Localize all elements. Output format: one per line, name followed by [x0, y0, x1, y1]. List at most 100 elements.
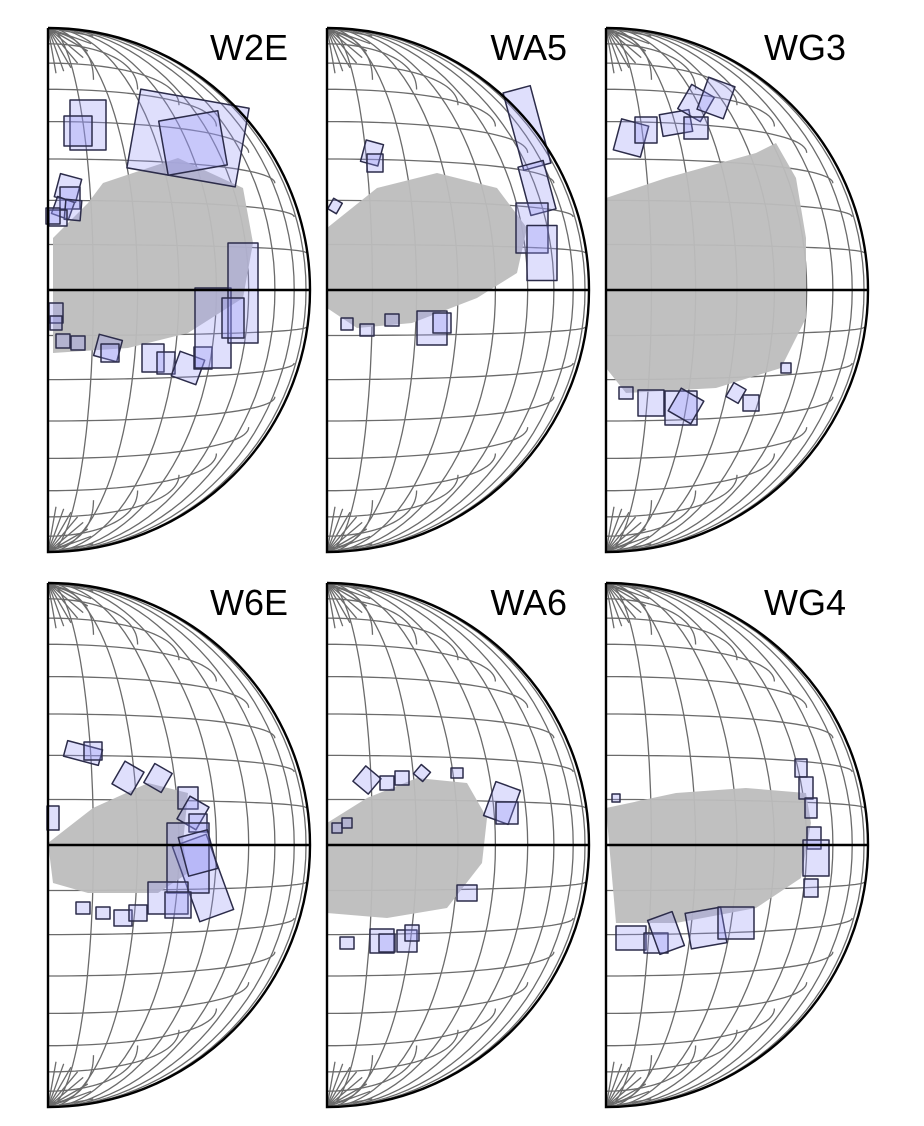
parallel-line — [605, 598, 697, 645]
data-box — [75, 901, 91, 915]
pole-ray — [605, 582, 642, 614]
parallel-line — [47, 1029, 180, 1073]
pole-ray — [326, 582, 363, 614]
data-box — [742, 394, 760, 412]
data-box — [366, 153, 384, 173]
pole-ray — [326, 582, 336, 629]
parallel-line — [606, 453, 776, 492]
pole-ray — [47, 27, 84, 59]
pole-ray — [47, 543, 94, 553]
parallel-line — [327, 643, 497, 682]
data-box — [803, 878, 819, 898]
data-box — [450, 767, 464, 779]
data-box — [612, 118, 650, 158]
parallel-line — [606, 88, 776, 127]
pole-ray — [47, 511, 72, 553]
data-box — [70, 335, 86, 351]
pole-ray — [326, 535, 371, 553]
data-box — [62, 739, 104, 767]
content-w6e — [46, 739, 235, 927]
pole-ray — [605, 27, 642, 59]
distribution-region — [606, 788, 811, 923]
pole-ray — [47, 27, 89, 52]
pole-ray — [326, 27, 371, 45]
parallel-line — [606, 982, 808, 1015]
pole-ray — [47, 582, 72, 624]
pole-ray — [47, 508, 65, 553]
data-box — [227, 242, 259, 344]
parallel-line — [327, 396, 555, 422]
parallel-line — [48, 754, 295, 773]
pole-ray — [47, 582, 92, 600]
pole-ray — [605, 1063, 623, 1108]
pole-ray — [605, 27, 647, 52]
pole-ray — [605, 1090, 650, 1108]
data-box — [128, 904, 148, 922]
parallel-line — [326, 474, 459, 518]
data-box — [394, 770, 410, 786]
parallel-line — [327, 586, 374, 635]
data-box — [502, 84, 552, 172]
data-box — [683, 116, 709, 140]
pole-ray — [47, 1076, 84, 1108]
data-box — [378, 933, 396, 953]
parallel-line — [48, 427, 250, 460]
data-box — [166, 822, 210, 894]
data-box — [432, 312, 452, 334]
parallel-line — [47, 43, 139, 90]
content-w2e — [45, 88, 259, 386]
data-box — [326, 197, 344, 215]
parallel-line — [606, 120, 808, 153]
pole-ray — [605, 1098, 652, 1108]
hemisphere-outline-wg4 — [604, 581, 870, 1109]
parallel-line — [606, 713, 834, 739]
parallel-line — [327, 1008, 497, 1047]
panel-title-wg4: WG4 — [764, 582, 846, 623]
parallel-line — [48, 88, 218, 127]
data-box — [113, 909, 133, 927]
pole-ray — [47, 582, 65, 627]
data-box — [352, 765, 382, 795]
pole-ray — [47, 27, 57, 74]
pole-ray — [326, 1071, 358, 1108]
parallel-line — [606, 586, 653, 635]
panel-w2e: W2E — [45, 26, 312, 554]
pole-ray — [47, 1098, 94, 1108]
data-box — [170, 350, 206, 386]
parallel-line — [606, 754, 853, 773]
parallel-line — [48, 586, 95, 635]
data-box — [646, 910, 686, 956]
pole-ray — [326, 1061, 336, 1108]
parallel-line — [47, 474, 180, 518]
pole-ray — [47, 1090, 92, 1108]
pole-ray — [47, 535, 92, 553]
parallel-line — [327, 31, 374, 80]
data-box — [526, 224, 558, 282]
data-box — [176, 795, 210, 831]
parallel-line — [48, 675, 250, 708]
parallel-line — [48, 1055, 95, 1104]
parallel-line — [326, 62, 459, 106]
data-box — [696, 76, 736, 120]
pole-ray — [326, 27, 363, 59]
pole-ray — [605, 27, 630, 69]
data-box — [83, 741, 103, 761]
pole-ray — [605, 582, 652, 592]
panel-title-w2e: W2E — [210, 27, 288, 68]
data-box — [384, 313, 400, 327]
hemisphere-outline-wg3 — [604, 26, 870, 554]
data-box — [45, 207, 61, 225]
parallel-line — [326, 1045, 418, 1092]
parallel-line — [48, 917, 295, 936]
hemisphere-outline-wa6 — [325, 581, 591, 1109]
panel-wa6: WA6 — [325, 581, 591, 1109]
pole-ray — [605, 535, 650, 553]
parallel-line — [327, 120, 529, 153]
pole-ray — [605, 1061, 615, 1108]
pole-ray — [326, 1076, 363, 1108]
data-box — [221, 297, 245, 339]
data-box — [517, 159, 557, 217]
pole-ray — [605, 582, 647, 607]
data-box — [717, 906, 755, 940]
pole-ray — [605, 543, 652, 553]
